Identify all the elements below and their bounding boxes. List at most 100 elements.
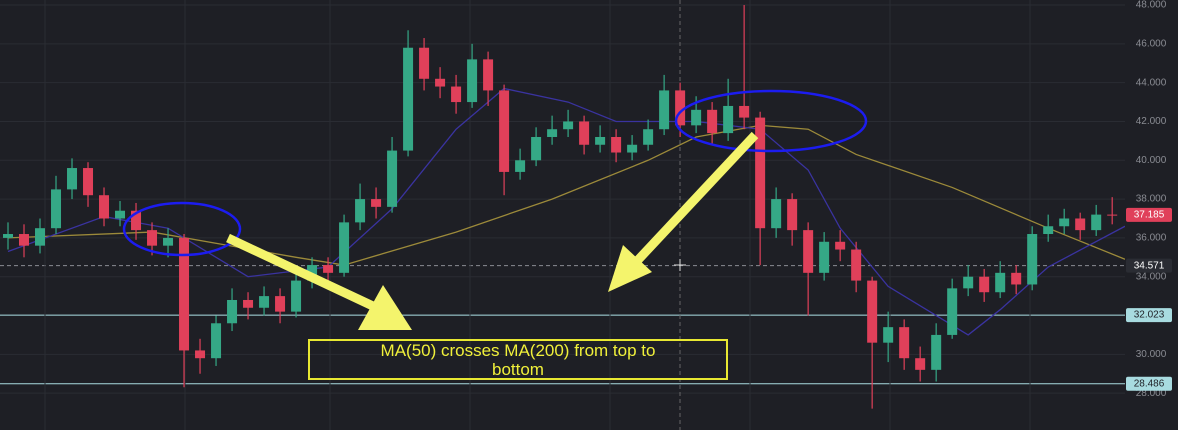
moving-average [7, 124, 1126, 266]
candle-body [627, 144, 638, 153]
candle-body [467, 59, 478, 103]
candle-body [227, 299, 238, 324]
candle-body [483, 59, 494, 91]
candle-body [147, 230, 158, 246]
candle-body [675, 90, 686, 126]
candle-body [819, 241, 830, 273]
candle-body [115, 210, 126, 219]
candle-body [99, 195, 110, 219]
candle-body [835, 241, 846, 250]
candle-body [707, 109, 718, 134]
candle-body [371, 199, 382, 207]
price-label-box [1126, 308, 1172, 323]
candle-body [419, 47, 430, 79]
candle-body [979, 276, 990, 293]
candle-body [787, 199, 798, 231]
candle-body [995, 272, 1006, 293]
candle-body [771, 199, 782, 229]
crosshair-cursor [674, 259, 686, 271]
candle-body [35, 228, 46, 246]
price-label: 37.185 [1134, 210, 1165, 221]
ellipse [122, 201, 242, 257]
candle-body [179, 237, 190, 351]
candle-body [131, 210, 142, 231]
candle-body [1059, 218, 1070, 227]
candle-body [531, 136, 542, 161]
candle-body [963, 276, 974, 289]
y-tick-label: 40.000 [1136, 155, 1167, 166]
annotations [122, 89, 868, 330]
candle-body [291, 280, 302, 312]
candle-body [547, 129, 558, 137]
price-label-box [1126, 376, 1172, 391]
price-label: 28.486 [1134, 378, 1165, 389]
y-tick-label: 46.000 [1136, 38, 1167, 49]
candle-body [691, 109, 702, 126]
candle-body [1091, 214, 1102, 231]
candle-body [1027, 234, 1038, 285]
price-label-box [1126, 258, 1172, 273]
arrow-head [608, 245, 652, 292]
y-tick-label: 48.000 [1136, 0, 1167, 11]
candle-body [243, 299, 254, 308]
candle-body [723, 105, 734, 134]
candle-body [947, 288, 958, 335]
axis-labels: 28.00030.00032.00034.00036.00038.00040.0… [1126, 0, 1172, 399]
candle-body [163, 237, 174, 246]
candle-body [515, 160, 526, 172]
candle-body [195, 350, 206, 359]
candle-body [755, 117, 766, 229]
candle-body [659, 90, 670, 130]
arrow [226, 233, 377, 312]
moving-average [7, 87, 1126, 336]
arrow-head [358, 285, 412, 330]
candle-body [883, 327, 894, 343]
candle-body [643, 129, 654, 145]
candle-body [355, 199, 366, 223]
price-label: 34.571 [1134, 260, 1165, 271]
candle-body [851, 249, 862, 281]
candle-body [403, 47, 414, 151]
candle-body [563, 121, 574, 130]
y-tick-label: 28.000 [1136, 388, 1167, 399]
arrow [634, 131, 759, 264]
candle-body [739, 105, 750, 118]
candle-body [931, 334, 942, 370]
candle-body [67, 168, 78, 190]
candle-body [51, 189, 62, 229]
candle-body [499, 90, 510, 172]
y-tick-label: 44.000 [1136, 77, 1167, 88]
candle-body [867, 280, 878, 343]
y-tick-label: 34.000 [1136, 271, 1167, 282]
y-tick-label: 36.000 [1136, 233, 1167, 244]
y-tick-label: 42.000 [1136, 116, 1167, 127]
candle-body [275, 296, 286, 312]
candle-body [915, 358, 926, 370]
candle-body [1075, 218, 1086, 231]
candle-body [259, 296, 270, 308]
ellipse [674, 89, 868, 153]
candle-body [83, 168, 94, 196]
y-tick-label: 30.000 [1136, 349, 1167, 360]
candle-body [19, 234, 30, 246]
candle-body [387, 150, 398, 207]
candle-body [3, 234, 14, 238]
candle-body [435, 78, 446, 87]
candle-body [323, 265, 334, 273]
candle-body [579, 121, 590, 145]
annotation-box: MA(50) crosses MA(200) from top to botto… [308, 339, 728, 380]
candle-body [803, 230, 814, 273]
candle-body [1011, 272, 1022, 285]
price-label: 32.023 [1134, 310, 1165, 321]
candle-body [451, 86, 462, 103]
candle-body [595, 136, 606, 145]
candle-body [211, 323, 222, 359]
candle-body [899, 327, 910, 359]
candle-body [1043, 226, 1054, 235]
candle-body [611, 136, 622, 153]
y-tick-label: 38.000 [1136, 194, 1167, 205]
candle-body [339, 222, 350, 273]
price-label-box [1126, 207, 1172, 222]
